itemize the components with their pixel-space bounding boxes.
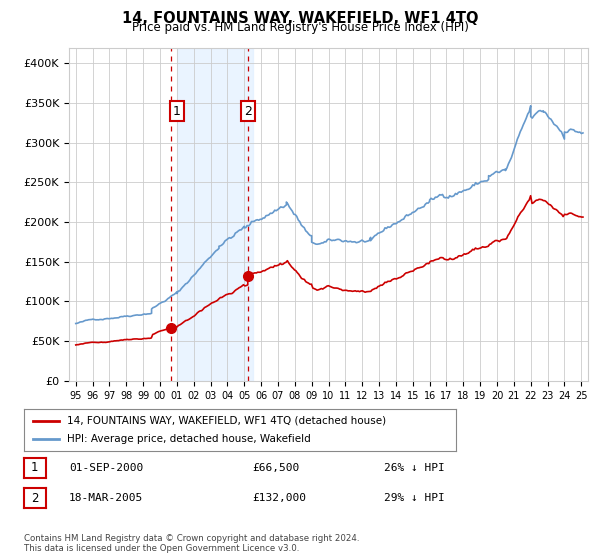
Text: £66,500: £66,500 bbox=[252, 463, 299, 473]
Text: 1: 1 bbox=[173, 105, 181, 118]
Text: £132,000: £132,000 bbox=[252, 493, 306, 503]
Text: 14, FOUNTAINS WAY, WAKEFIELD, WF1 4TQ (detached house): 14, FOUNTAINS WAY, WAKEFIELD, WF1 4TQ (d… bbox=[67, 416, 386, 426]
Bar bbox=[177, 48, 253, 381]
Text: Contains HM Land Registry data © Crown copyright and database right 2024.
This d: Contains HM Land Registry data © Crown c… bbox=[24, 534, 359, 553]
Text: 1: 1 bbox=[31, 461, 38, 474]
Text: Price paid vs. HM Land Registry's House Price Index (HPI): Price paid vs. HM Land Registry's House … bbox=[131, 21, 469, 34]
Text: 2: 2 bbox=[244, 105, 252, 118]
Text: 14, FOUNTAINS WAY, WAKEFIELD, WF1 4TQ: 14, FOUNTAINS WAY, WAKEFIELD, WF1 4TQ bbox=[122, 11, 478, 26]
Text: 01-SEP-2000: 01-SEP-2000 bbox=[69, 463, 143, 473]
Text: 29% ↓ HPI: 29% ↓ HPI bbox=[384, 493, 445, 503]
Text: 26% ↓ HPI: 26% ↓ HPI bbox=[384, 463, 445, 473]
Text: HPI: Average price, detached house, Wakefield: HPI: Average price, detached house, Wake… bbox=[67, 434, 311, 444]
Text: 2: 2 bbox=[31, 492, 38, 505]
Text: 18-MAR-2005: 18-MAR-2005 bbox=[69, 493, 143, 503]
